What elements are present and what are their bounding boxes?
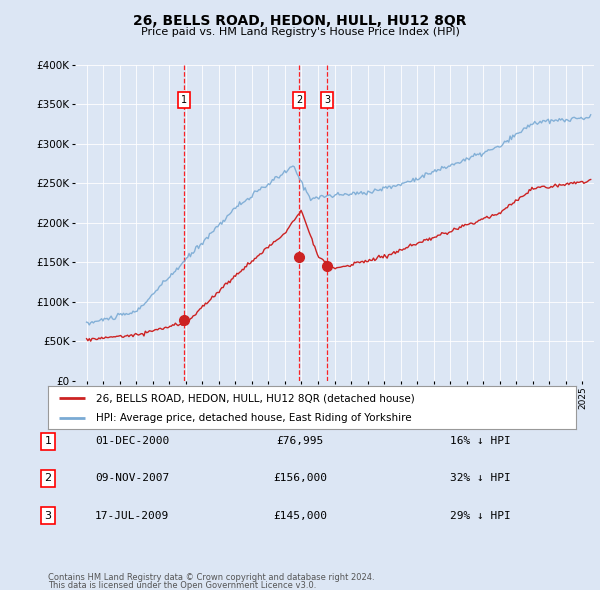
Text: 32% ↓ HPI: 32% ↓ HPI (450, 474, 511, 483)
Text: 3: 3 (324, 96, 330, 106)
Text: 3: 3 (44, 511, 52, 520)
Text: 09-NOV-2007: 09-NOV-2007 (95, 474, 169, 483)
Text: 1: 1 (44, 437, 52, 446)
Text: £156,000: £156,000 (273, 474, 327, 483)
Text: 16% ↓ HPI: 16% ↓ HPI (450, 437, 511, 446)
Text: 29% ↓ HPI: 29% ↓ HPI (450, 511, 511, 520)
Text: Contains HM Land Registry data © Crown copyright and database right 2024.: Contains HM Land Registry data © Crown c… (48, 572, 374, 582)
Text: 17-JUL-2009: 17-JUL-2009 (95, 511, 169, 520)
Text: 2: 2 (44, 474, 52, 483)
Text: 26, BELLS ROAD, HEDON, HULL, HU12 8QR (detached house): 26, BELLS ROAD, HEDON, HULL, HU12 8QR (d… (95, 394, 414, 404)
Text: £76,995: £76,995 (277, 437, 323, 446)
Text: 1: 1 (181, 96, 187, 106)
Text: This data is licensed under the Open Government Licence v3.0.: This data is licensed under the Open Gov… (48, 581, 316, 590)
Text: 01-DEC-2000: 01-DEC-2000 (95, 437, 169, 446)
Text: 2: 2 (296, 96, 302, 106)
Text: 26, BELLS ROAD, HEDON, HULL, HU12 8QR: 26, BELLS ROAD, HEDON, HULL, HU12 8QR (133, 14, 467, 28)
Text: Price paid vs. HM Land Registry's House Price Index (HPI): Price paid vs. HM Land Registry's House … (140, 28, 460, 37)
Text: £145,000: £145,000 (273, 511, 327, 520)
Text: HPI: Average price, detached house, East Riding of Yorkshire: HPI: Average price, detached house, East… (95, 414, 411, 423)
